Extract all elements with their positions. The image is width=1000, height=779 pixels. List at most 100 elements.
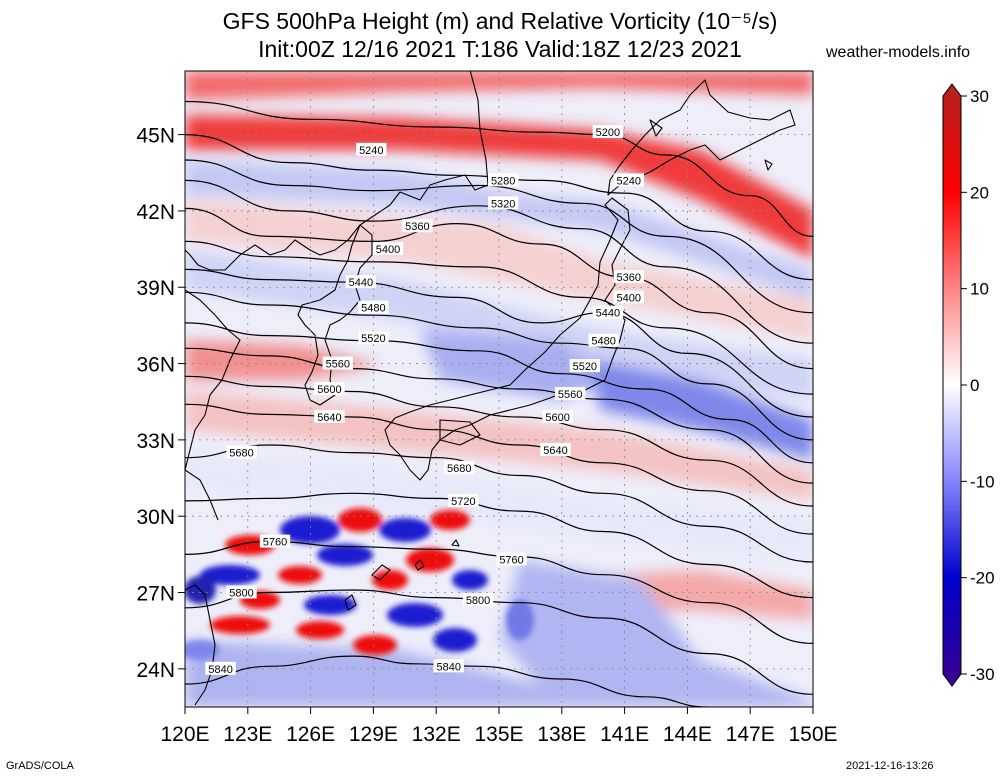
lon-tick-label: 120E bbox=[160, 723, 209, 746]
contour-line bbox=[185, 444, 813, 563]
contour-label: 5200 bbox=[596, 127, 620, 139]
contour-line bbox=[185, 240, 813, 395]
contour-line bbox=[185, 589, 813, 695]
contour-label-bg bbox=[372, 242, 404, 256]
lon-tick-label: 123E bbox=[223, 723, 272, 746]
contour-line bbox=[185, 403, 813, 535]
contour-label-bg bbox=[358, 331, 389, 345]
contour-label-bg bbox=[448, 493, 479, 507]
contour-label-bg bbox=[613, 173, 644, 187]
contour-label: 5560 bbox=[326, 359, 350, 371]
footer-software: GrADS/COLA bbox=[6, 760, 74, 772]
lat-tick-label: 45N bbox=[136, 125, 175, 148]
contour-label: 5520 bbox=[361, 333, 385, 345]
contour-label: 5640 bbox=[543, 445, 567, 457]
contour-line bbox=[185, 291, 813, 441]
contour-label: 5800 bbox=[466, 595, 490, 607]
contour-label-bg bbox=[433, 659, 464, 673]
contour-label-bg bbox=[322, 356, 354, 370]
colorbar-tick-label: 20 bbox=[970, 183, 989, 202]
contour-label-bg bbox=[592, 125, 624, 139]
contour-label-bg bbox=[314, 409, 345, 423]
colorbar-ticks: 30 20 10 0 -10 -20 -30 bbox=[961, 87, 995, 684]
contour-label: 5720 bbox=[451, 496, 475, 508]
contour-label-bg bbox=[496, 552, 527, 566]
lon-tick-label: 141E bbox=[600, 723, 649, 746]
contour-label-bg bbox=[205, 661, 236, 675]
lon-tick-label: 138E bbox=[537, 723, 586, 746]
colorbar-tick-label: -30 bbox=[970, 665, 995, 684]
contour-label-bg bbox=[226, 445, 257, 459]
contour-label-bg bbox=[314, 382, 345, 395]
contour-label-bg bbox=[542, 409, 573, 423]
contour-label-bg bbox=[226, 585, 257, 599]
contour-label-bg bbox=[613, 290, 644, 304]
contour-label-bg bbox=[356, 142, 387, 156]
lon-tick-label: 150E bbox=[788, 723, 837, 746]
contour-line bbox=[185, 347, 813, 484]
lat-tick-label: 30N bbox=[136, 506, 175, 529]
lon-tick-label: 147E bbox=[726, 723, 775, 746]
contour-label-bg bbox=[345, 275, 377, 289]
colorbar: 30 20 10 0 -10 -20 -30 bbox=[942, 83, 995, 687]
plot-area: 5200 5240 5240 5280 5320 5360 5360 5400 5400 5440… bbox=[185, 71, 813, 707]
contour-label: 5600 bbox=[317, 384, 341, 396]
chart-title: GFS 500hPa Height (m) and Relative Vorti… bbox=[222, 8, 778, 34]
colorbar-bar bbox=[942, 83, 962, 687]
chart-subtitle: Init:00Z 12/16 2021 T:186 Valid:18Z 12/2… bbox=[258, 36, 742, 62]
contour-line bbox=[185, 100, 813, 237]
contour-label: 5680 bbox=[229, 448, 253, 460]
lat-tick-label: 33N bbox=[136, 430, 175, 453]
colorbar-tick-label: -20 bbox=[970, 569, 995, 588]
contour-label-bg bbox=[592, 305, 624, 319]
vorticity-cells bbox=[185, 508, 534, 660]
contour-label: 5320 bbox=[491, 198, 515, 210]
site-credit: weather-models.info bbox=[826, 44, 971, 61]
contour-label: 5240 bbox=[617, 175, 641, 187]
contour-label-bg bbox=[402, 219, 433, 233]
contour-label: 5760 bbox=[263, 537, 287, 549]
contour-line bbox=[185, 322, 813, 464]
lat-tick-label: 36N bbox=[136, 354, 175, 377]
contour-label: 5480 bbox=[591, 336, 615, 348]
contour-label: 5840 bbox=[437, 661, 461, 673]
contour-line bbox=[185, 207, 813, 370]
contour-label: 5360 bbox=[405, 221, 429, 233]
contour-label: 5760 bbox=[499, 554, 523, 566]
contour-label: 5280 bbox=[491, 175, 515, 187]
lon-tick-label: 135E bbox=[474, 723, 523, 746]
lon-tick-label: 126E bbox=[286, 723, 335, 746]
contour-label: 5800 bbox=[229, 588, 253, 600]
lon-tick-label: 144E bbox=[663, 723, 712, 746]
contour-label-bg bbox=[569, 359, 601, 373]
lat-axis: 24N 27N 30N 33N 36N 39N 42N 45N bbox=[136, 125, 185, 682]
contour-label: 5520 bbox=[573, 361, 597, 373]
contour-label: 5240 bbox=[359, 145, 383, 157]
contour-line bbox=[185, 492, 813, 599]
lat-tick-label: 42N bbox=[136, 201, 175, 224]
footer-timestamp: 2021-12-16-13:26 bbox=[846, 760, 934, 772]
contour-label: 5400 bbox=[617, 292, 641, 304]
contour-label-bg bbox=[259, 534, 291, 548]
colorbar-tick-label: 0 bbox=[970, 376, 979, 395]
lon-tick-label: 132E bbox=[412, 723, 461, 746]
colorbar-tick-label: -10 bbox=[970, 472, 995, 491]
colorbar-tick-label: 10 bbox=[970, 280, 989, 299]
contour-line bbox=[185, 268, 813, 418]
contour-label: 5400 bbox=[376, 244, 400, 256]
contour-label-bg bbox=[462, 593, 494, 607]
contour-label: 5560 bbox=[558, 389, 582, 401]
contour-label: 5640 bbox=[317, 412, 341, 424]
contour-label-bg bbox=[554, 387, 586, 401]
contour-label: 5360 bbox=[617, 272, 641, 284]
contour-label-bg bbox=[540, 443, 571, 457]
contour-label-bg bbox=[588, 333, 619, 347]
lat-tick-label: 39N bbox=[136, 277, 175, 300]
contour-label: 5480 bbox=[361, 303, 385, 315]
contour-label: 5440 bbox=[596, 308, 620, 320]
contour-label-bg bbox=[487, 173, 519, 187]
lon-axis: 120E 123E 126E 129E 132E 135E 138E 141E 144E 147E… bbox=[160, 707, 838, 746]
lon-tick-label: 129E bbox=[349, 723, 398, 746]
contour-label-bg bbox=[444, 460, 475, 474]
